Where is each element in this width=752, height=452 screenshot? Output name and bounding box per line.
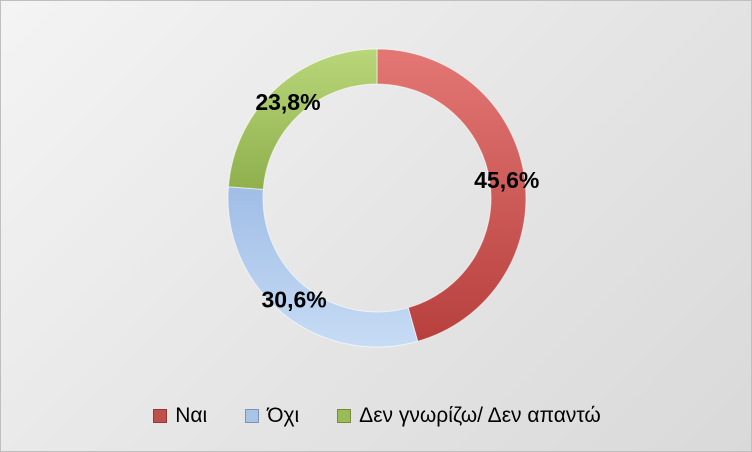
data-label-1: 45,6% [474, 167, 539, 193]
legend-item-2: Όχι [245, 404, 299, 428]
donut-chart: 45,6% 30,6% 23,8% [227, 48, 539, 348]
slice-3 [227, 48, 378, 190]
legend-item-1: Ναι [153, 404, 207, 428]
legend-swatch-3 [337, 409, 352, 423]
legend-swatch-1 [153, 409, 168, 423]
data-label-3: 23,8% [255, 89, 320, 115]
legend-label-3: Δεν γνωρίζω/ Δεν απαντώ [359, 404, 601, 427]
legend-label-2: Όχι [267, 404, 300, 427]
slice-1 [376, 48, 527, 342]
legend-item-3: Δεν γνωρίζω/ Δεν απαντώ [337, 404, 601, 428]
data-label-2: 30,6% [262, 286, 327, 312]
legend-swatch-2 [245, 409, 260, 423]
slice-2 [227, 186, 419, 348]
legend-label-1: Ναι [175, 404, 208, 427]
legend: Ναι Όχι Δεν γνωρίζω/ Δεν απαντώ [1, 396, 752, 436]
